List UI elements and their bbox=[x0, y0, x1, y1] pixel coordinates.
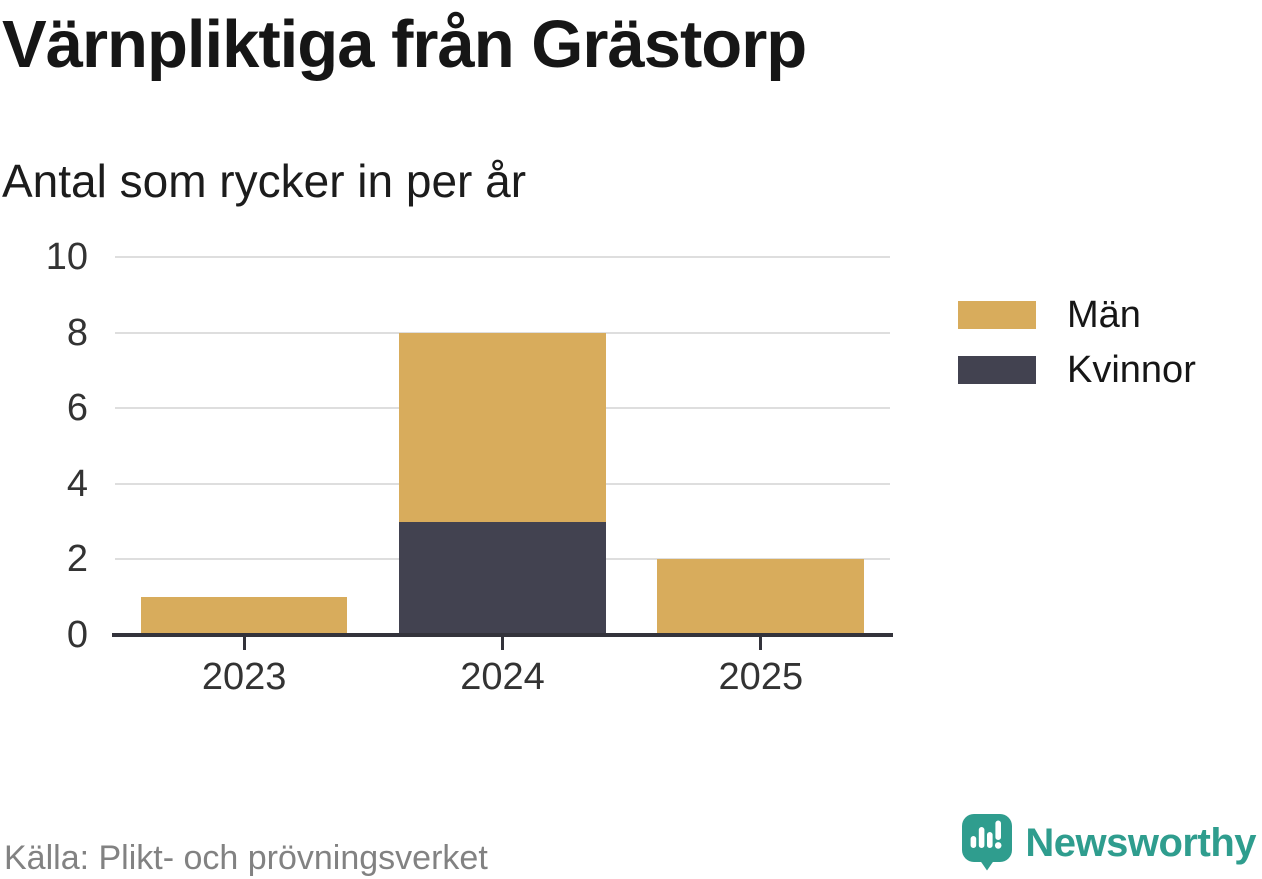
stacked-bar bbox=[657, 257, 865, 635]
x-tick-label: 2023 bbox=[201, 656, 287, 698]
legend-row-Män: Män bbox=[958, 296, 1196, 334]
y-tick-label: 4 bbox=[66, 462, 88, 505]
legend: Män Kvinnor bbox=[958, 296, 1196, 406]
x-axis-cell: 2025 bbox=[632, 637, 890, 696]
y-tick-label: 0 bbox=[66, 614, 88, 656]
stacked-bar bbox=[399, 257, 606, 635]
legend-swatch bbox=[958, 356, 1036, 384]
x-tick-mark bbox=[759, 637, 763, 650]
plot-area bbox=[112, 256, 893, 637]
x-axis-line bbox=[112, 633, 893, 637]
x-tick-label: 2025 bbox=[718, 656, 804, 698]
chart-title: Värnpliktiga från Grästorp bbox=[2, 7, 807, 82]
y-tick-label: 8 bbox=[66, 311, 88, 354]
x-axis-cell: 2023 bbox=[115, 637, 373, 696]
bar-column-2025 bbox=[632, 257, 890, 635]
y-tick-label: 10 bbox=[45, 236, 88, 278]
gridline-8 bbox=[115, 331, 890, 334]
x-axis-labels: 2023 2024 2025 bbox=[115, 637, 890, 696]
bar-chart-speech-bubble-icon bbox=[962, 814, 1013, 871]
y-tick-label: 2 bbox=[66, 538, 88, 581]
x-tick-mark bbox=[242, 637, 246, 650]
x-axis-cell: 2024 bbox=[373, 637, 631, 696]
legend-row-Kvinnor: Kvinnor bbox=[958, 351, 1196, 389]
stacked-bar bbox=[140, 257, 348, 635]
legend-swatch bbox=[958, 301, 1036, 329]
gridline-10 bbox=[115, 256, 890, 258]
source-text: Källa: Plikt- och prövningsverket bbox=[4, 839, 488, 877]
bar-column-2023 bbox=[115, 257, 373, 635]
x-tick-mark bbox=[500, 637, 504, 650]
legend-label: Kvinnor bbox=[1067, 349, 1196, 391]
bar-segment-Män bbox=[399, 332, 606, 522]
legend-label: Män bbox=[1067, 294, 1141, 336]
x-tick-label: 2024 bbox=[460, 656, 545, 698]
bar-segment-Kvinnor bbox=[399, 521, 606, 635]
chart-subtitle: Antal som rycker in per år bbox=[2, 155, 527, 207]
y-tick-label: 6 bbox=[66, 387, 88, 430]
bar-column-2024 bbox=[373, 257, 631, 635]
newsworthy-logo: Newsworthy bbox=[962, 814, 1256, 871]
bar-segment-Män bbox=[140, 597, 348, 635]
newsworthy-wordmark: Newsworthy bbox=[1025, 820, 1256, 865]
y-axis-labels: 0 2 4 6 8 10 bbox=[0, 238, 88, 654]
bar-segment-Män bbox=[657, 559, 865, 635]
bars-container bbox=[115, 257, 890, 635]
